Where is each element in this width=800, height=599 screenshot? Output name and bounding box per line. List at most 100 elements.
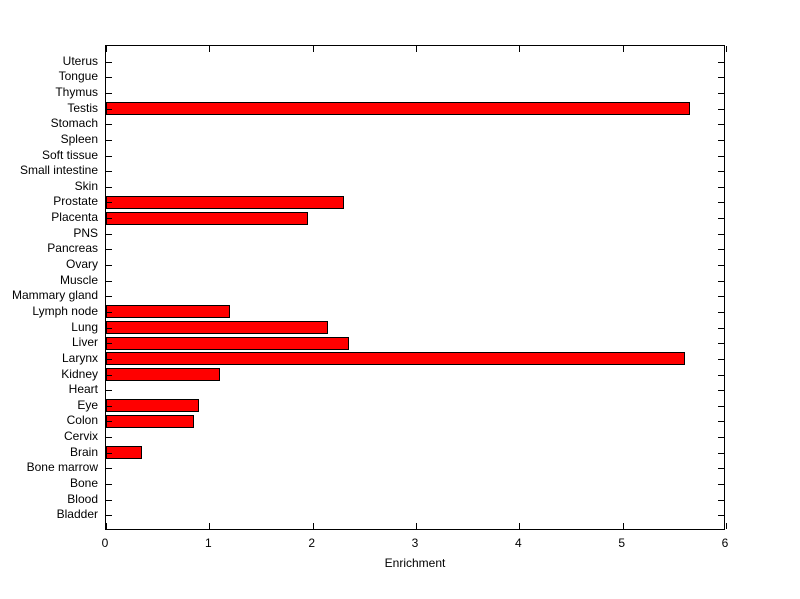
y-tick	[718, 421, 724, 423]
y-tick	[106, 155, 112, 157]
y-category-label: Thymus	[55, 84, 98, 99]
y-category-label: Placenta	[51, 210, 98, 225]
y-category-label: Tongue	[58, 69, 98, 84]
y-tick	[718, 468, 724, 470]
y-category-label: Bone marrow	[26, 460, 98, 475]
y-category-label: Larynx	[61, 350, 98, 365]
x-tick	[209, 523, 211, 529]
x-tick-label: 2	[308, 536, 315, 550]
y-tick	[718, 155, 724, 157]
y-category-label: Lymph node	[32, 303, 98, 318]
bar-colon	[106, 414, 194, 428]
y-tick	[718, 484, 724, 486]
y-tick	[718, 186, 724, 188]
y-category-label: Liver	[71, 335, 98, 350]
y-category-label: Kidney	[61, 366, 98, 381]
y-tick	[718, 405, 724, 407]
x-tick-label: 0	[101, 536, 109, 550]
x-tick	[416, 523, 417, 529]
y-tick	[718, 202, 724, 204]
y-tick	[718, 499, 724, 501]
y-category-label: Pancreas	[47, 241, 98, 256]
y-tick	[718, 327, 724, 329]
y-category-label: PNS	[73, 225, 98, 240]
y-tick	[718, 296, 724, 298]
bar-placenta	[106, 211, 308, 225]
x-tick	[209, 46, 211, 52]
y-tick	[106, 515, 112, 517]
y-tick	[106, 405, 112, 407]
y-category-label: Lung	[71, 319, 98, 334]
bar-testis	[106, 102, 690, 116]
y-category-label: Spleen	[60, 131, 98, 146]
y-tick	[718, 265, 724, 267]
y-tick	[106, 218, 112, 220]
x-tick	[726, 523, 727, 529]
bar-lung	[106, 321, 329, 335]
y-tick	[718, 343, 724, 345]
x-tick-label: 6	[721, 536, 729, 550]
x-tick	[312, 46, 314, 52]
y-tick	[718, 515, 724, 517]
y-tick	[106, 343, 112, 345]
y-tick	[106, 452, 112, 454]
y-tick	[718, 452, 724, 454]
y-tick	[718, 61, 724, 63]
y-category-label: Cervix	[63, 429, 98, 444]
y-tick	[106, 437, 112, 439]
y-tick	[106, 296, 112, 298]
bar-larynx	[106, 352, 685, 366]
y-axis-labels: Uterus Tongue Thymus Testis Stomach Spleen Sof…	[0, 0, 98, 599]
y-tick	[106, 186, 112, 188]
y-tick	[718, 124, 724, 126]
y-tick	[718, 77, 724, 79]
y-tick	[718, 437, 724, 439]
y-tick	[106, 124, 112, 126]
y-category-label: Mammary gland	[11, 288, 98, 303]
y-category-label: Colon	[66, 413, 98, 428]
y-tick	[718, 390, 724, 392]
x-tick	[519, 46, 521, 52]
y-tick	[106, 390, 112, 392]
y-tick	[106, 61, 112, 63]
y-tick	[106, 421, 112, 423]
x-tick-label: 3	[411, 536, 419, 550]
y-category-label: Testis	[67, 100, 98, 115]
y-category-label: Small intestine	[19, 163, 98, 178]
y-category-label: Brain	[69, 444, 98, 459]
plot-area	[105, 45, 727, 530]
y-category-label: Bone	[69, 476, 98, 491]
x-tick-label: 1	[204, 536, 212, 550]
y-tick	[106, 484, 112, 486]
y-category-label: Prostate	[53, 194, 98, 209]
bar-eye	[106, 399, 199, 413]
x-tick	[416, 46, 417, 52]
y-tick	[718, 358, 724, 360]
y-category-label: Uterus	[62, 53, 98, 68]
y-tick	[718, 92, 724, 94]
x-tick	[312, 523, 314, 529]
y-tick	[106, 468, 112, 470]
y-category-label: Stomach	[50, 116, 98, 131]
y-category-label: Blood	[67, 491, 98, 506]
y-tick	[106, 233, 112, 235]
y-tick	[106, 499, 112, 501]
x-tick	[622, 46, 624, 52]
y-tick	[106, 327, 112, 329]
y-tick	[718, 249, 724, 251]
y-tick	[106, 202, 112, 204]
y-tick	[106, 77, 112, 79]
y-tick	[718, 218, 724, 220]
y-tick	[718, 280, 724, 282]
y-category-label: Muscle	[59, 272, 98, 287]
x-tick-label: 5	[618, 536, 625, 550]
y-tick	[718, 171, 724, 173]
x-axis-labels: 0 1 2 3 4 5 6	[0, 537, 800, 553]
bar-lymph-node	[106, 305, 230, 319]
x-tick	[106, 46, 107, 52]
y-tick	[718, 311, 724, 313]
y-category-label: Bladder	[56, 507, 98, 522]
y-tick	[106, 139, 112, 141]
y-tick	[106, 108, 112, 110]
